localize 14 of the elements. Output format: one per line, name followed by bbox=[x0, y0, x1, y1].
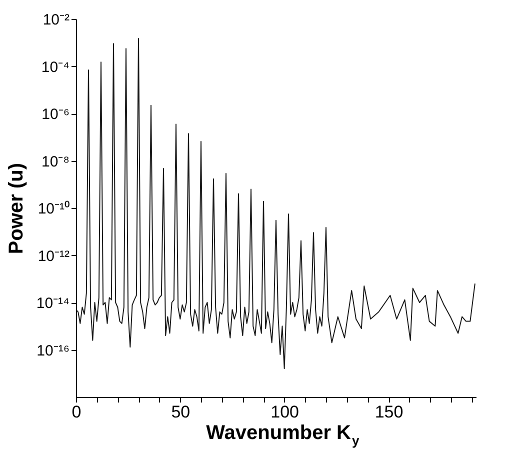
x-tick-label: 150 bbox=[374, 402, 404, 422]
y-tick-label: 10⁻¹⁴ bbox=[36, 295, 70, 312]
y-tick-label: 10⁻⁸ bbox=[41, 153, 70, 170]
line-series bbox=[76, 38, 476, 370]
y-tick-label: 10⁻¹⁶ bbox=[36, 342, 70, 360]
x-tick-label: 100 bbox=[270, 402, 300, 422]
x-tick-label: 50 bbox=[171, 402, 190, 422]
y-tick-label: 10⁻⁴ bbox=[41, 58, 70, 76]
x-tick-label: 0 bbox=[72, 402, 82, 422]
y-tick-label: 10⁻² bbox=[42, 12, 70, 28]
y-axis-title: Power (u) bbox=[5, 162, 28, 254]
y-tick-label: 10⁻⁶ bbox=[42, 106, 70, 123]
y-tick-label: 10⁻¹⁰ bbox=[38, 200, 70, 218]
y-tick-label: 10⁻¹² bbox=[38, 248, 70, 265]
